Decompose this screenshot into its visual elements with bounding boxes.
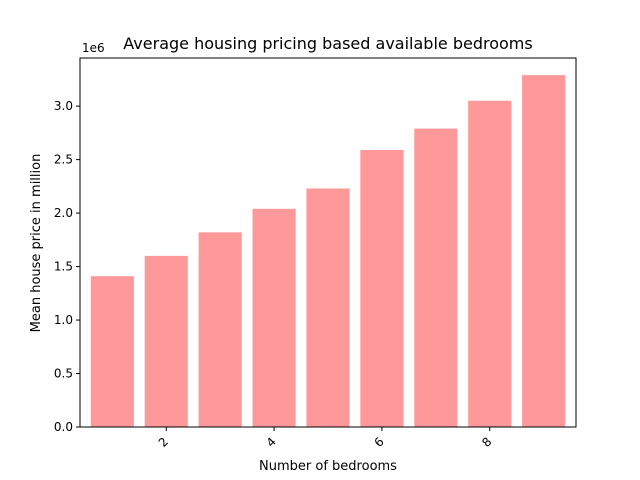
chart-title: Average housing pricing based available …: [123, 34, 532, 53]
y-tick-label: 0.5: [54, 367, 73, 381]
bar-3: [198, 232, 242, 427]
bar-9: [522, 75, 566, 428]
y-axis-label: Mean house price in million: [29, 154, 44, 333]
y-tick-label: 1.5: [54, 260, 73, 274]
y-tick-label: 1.0: [54, 313, 73, 327]
y-tick-label: 2.5: [54, 153, 73, 167]
x-tick-label: 2: [156, 435, 171, 450]
x-tick-label: 8: [479, 435, 494, 450]
y-tick-label: 0.0: [54, 420, 73, 434]
bar-1: [90, 276, 134, 427]
bar-6: [360, 149, 404, 428]
bar-4: [252, 208, 296, 427]
x-tick-label: 4: [264, 435, 279, 450]
bar-2: [144, 255, 188, 427]
bar-5: [306, 188, 350, 427]
bar-7: [414, 128, 458, 427]
plot-frame: [79, 57, 577, 428]
y-axis-offset-label: 1e6: [82, 41, 105, 55]
y-tick-label: 3.0: [54, 99, 73, 113]
y-ticks-group: 0.0 0.5 1.0 1.5 2.0 2.5 3.0: [54, 99, 80, 434]
x-axis-label: Number of bedrooms: [259, 459, 397, 474]
bars-group: [90, 75, 566, 428]
x-ticks-group: 2 4 6 8: [156, 427, 495, 450]
x-tick-label: 6: [371, 435, 386, 450]
bar-8: [468, 100, 512, 427]
y-tick-label: 2.0: [54, 206, 73, 220]
